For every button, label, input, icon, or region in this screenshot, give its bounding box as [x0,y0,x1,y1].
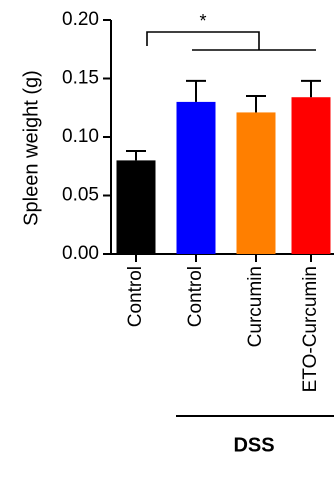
x-tick-label: Control [125,266,146,327]
x-tick-label: ETO-Curcumin [300,266,321,392]
y-tick-label: 0.15 [62,68,99,89]
y-tick-label: 0.20 [62,9,99,30]
bar-2 [176,101,216,255]
x-tick-label: Curcumin [245,266,266,347]
y-tick-label: 0.05 [62,185,99,206]
bar-1 [116,160,156,254]
y-tick-label: 0.00 [62,243,99,264]
bar-3 [236,112,276,255]
bar-4 [291,97,331,254]
bars [116,79,331,255]
x-tick-label: Control [185,266,206,327]
y-axis-label: Spleen weight (g) [20,70,42,226]
y-tick-label: 0.10 [62,126,99,147]
significance-star: * [199,11,206,31]
axes: 0.00 0.05 0.10 0.15 0.20 Control Control Curcum… [62,9,334,392]
dss-group-label: DSS [233,434,274,456]
significance-bracket [146,31,260,50]
annotations: * [146,11,316,51]
